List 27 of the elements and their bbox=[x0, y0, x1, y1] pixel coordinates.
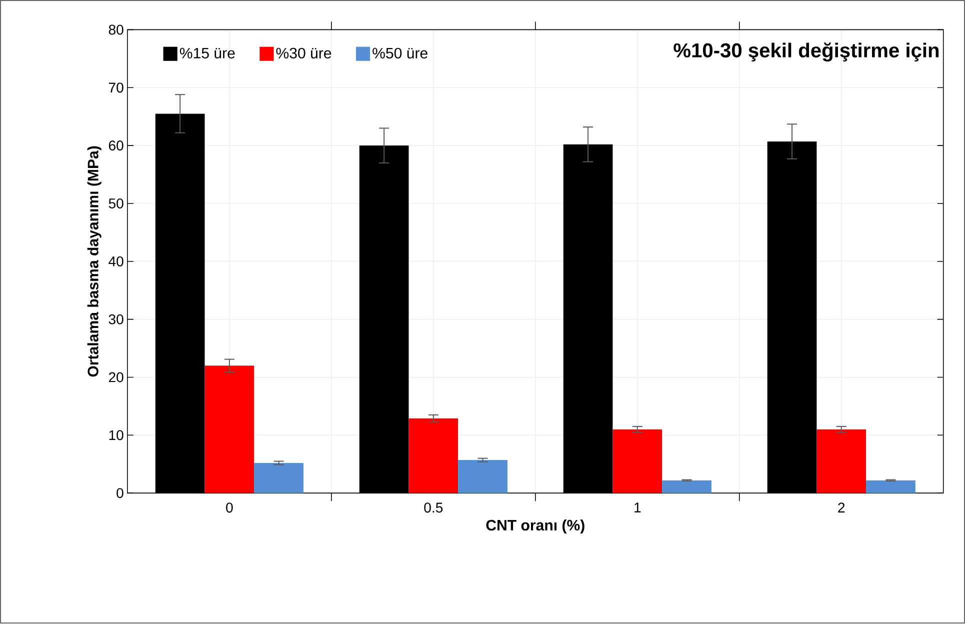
legend-label: %50 üre bbox=[372, 48, 428, 59]
y-tick-label: 80 bbox=[108, 24, 124, 35]
y-tick-label: 50 bbox=[108, 198, 124, 209]
y-tick-label: 60 bbox=[108, 140, 124, 151]
x-tick-label: 0.5 bbox=[424, 502, 443, 513]
y-tick-label: 30 bbox=[108, 314, 124, 325]
bar bbox=[816, 430, 866, 494]
bar bbox=[662, 480, 712, 494]
y-tick-label: 0 bbox=[116, 488, 124, 498]
y-tick-label: 70 bbox=[108, 82, 124, 93]
bar bbox=[204, 366, 254, 494]
bar bbox=[458, 460, 508, 494]
bar bbox=[866, 480, 916, 494]
x-tick-label: 0 bbox=[226, 502, 233, 513]
bar bbox=[408, 418, 458, 494]
y-tick-label: 40 bbox=[108, 256, 124, 267]
y-tick-label: 20 bbox=[108, 372, 124, 382]
bar bbox=[612, 430, 662, 494]
x-axis-title: CNT oranı (%) bbox=[486, 520, 584, 534]
legend-label: %15 üre bbox=[180, 48, 235, 59]
bar bbox=[254, 463, 304, 494]
y-axis-title: Ortalama basma dayanımı (MPa) bbox=[87, 146, 102, 377]
y-tick-label: 10 bbox=[109, 430, 124, 440]
legend-label: %30 üre bbox=[276, 48, 332, 59]
text: %10-30 şekil değiştirme için bbox=[674, 42, 939, 62]
x-tick-label: 2 bbox=[838, 502, 845, 513]
x-tick-label: 1 bbox=[634, 502, 641, 513]
